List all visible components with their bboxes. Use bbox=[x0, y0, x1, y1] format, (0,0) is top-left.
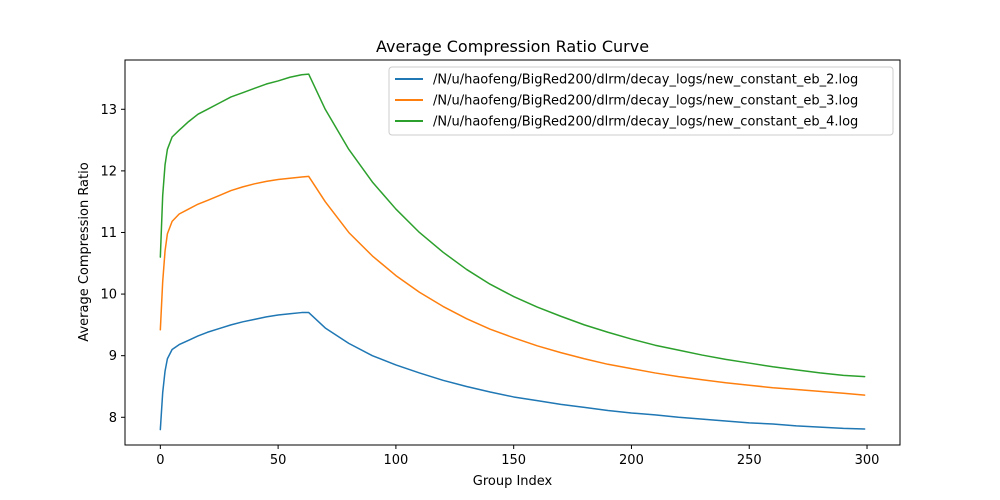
x-tick-label: 200 bbox=[619, 453, 644, 468]
series-line-2 bbox=[159, 175, 866, 396]
chart-title: Average Compression Ratio Curve bbox=[376, 37, 649, 56]
y-axis-label: Average Compression Ratio bbox=[77, 162, 92, 341]
plot-frame bbox=[124, 59, 901, 446]
x-tick-label: 50 bbox=[270, 453, 287, 468]
y-tick-label: 10 bbox=[100, 288, 117, 303]
x-tick-label: 150 bbox=[501, 453, 526, 468]
legend-box bbox=[388, 66, 894, 136]
x-tick-label: 0 bbox=[156, 453, 164, 468]
plot-area bbox=[159, 73, 866, 431]
legend-entry-2: /N/u/haofeng/BigRed200/dlrm/decay_logs/n… bbox=[433, 94, 858, 109]
series-line-1 bbox=[159, 311, 866, 431]
legend-entry-3: /N/u/haofeng/BigRed200/dlrm/decay_logs/n… bbox=[433, 115, 858, 130]
x-axis-label: Group Index bbox=[473, 474, 553, 489]
x-tick-label: 100 bbox=[383, 453, 408, 468]
y-tick-label: 11 bbox=[100, 226, 117, 241]
y-tick-label: 9 bbox=[109, 349, 117, 364]
y-tick-label: 8 bbox=[109, 411, 117, 426]
x-tick-label: 250 bbox=[737, 453, 762, 468]
y-tick-label: 12 bbox=[100, 164, 117, 179]
legend-entry-1: /N/u/haofeng/BigRed200/dlrm/decay_logs/n… bbox=[433, 73, 858, 88]
series-line-3 bbox=[159, 73, 866, 378]
axis-ticks: 0 50 100 150 200 250 300 8 9 10 11 12 13 bbox=[100, 103, 879, 468]
x-tick-label: 300 bbox=[855, 453, 880, 468]
y-tick-label: 13 bbox=[100, 103, 117, 118]
legend: /N/u/haofeng/BigRed200/dlrm/decay_logs/n… bbox=[388, 66, 894, 136]
